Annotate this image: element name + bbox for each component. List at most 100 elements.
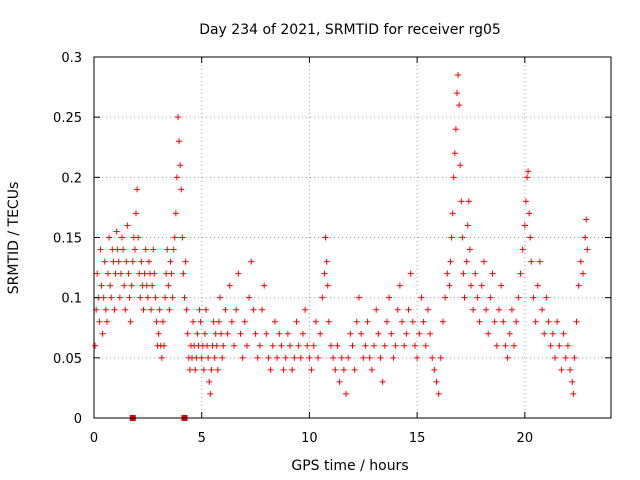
data-point — [528, 258, 535, 265]
data-point — [480, 258, 487, 265]
data-point — [483, 306, 490, 313]
data-point — [280, 366, 287, 373]
data-point — [396, 282, 403, 289]
data-point — [291, 354, 298, 361]
data-point — [117, 270, 124, 277]
data-point — [164, 246, 171, 253]
x-axis-title: GPS time / hours — [291, 458, 408, 474]
data-point — [193, 354, 200, 361]
data-point — [113, 228, 120, 235]
data-point — [502, 342, 509, 349]
data-point — [155, 330, 162, 337]
data-point — [267, 366, 274, 373]
data-point — [250, 306, 257, 313]
data-point — [153, 318, 160, 325]
data-point — [429, 354, 436, 361]
data-point — [237, 330, 244, 337]
data-point — [383, 318, 390, 325]
data-point — [564, 342, 571, 349]
data-point — [458, 198, 465, 205]
data-point — [206, 378, 213, 385]
data-point — [254, 354, 261, 361]
data-point — [204, 342, 211, 349]
data-point — [111, 306, 118, 313]
data-point — [149, 282, 156, 289]
data-point — [269, 342, 276, 349]
data-point — [100, 294, 107, 301]
data-point — [579, 270, 586, 277]
data-point — [276, 330, 283, 337]
data-point — [143, 282, 150, 289]
data-point — [203, 306, 210, 313]
data-point — [530, 294, 537, 301]
data-point — [340, 366, 347, 373]
data-point — [470, 306, 477, 313]
data-point — [310, 342, 317, 349]
data-point — [106, 234, 113, 241]
data-point — [332, 366, 339, 373]
data-point — [194, 330, 201, 337]
data-point — [554, 318, 561, 325]
data-point — [452, 126, 459, 133]
data-point — [175, 114, 182, 121]
data-point — [200, 366, 207, 373]
data-point — [135, 234, 142, 241]
data-point — [122, 306, 129, 313]
data-point — [274, 354, 281, 361]
data-point — [214, 366, 221, 373]
data-point — [201, 330, 208, 337]
data-point — [180, 270, 187, 277]
data-point — [534, 282, 541, 289]
data-point — [110, 258, 117, 265]
data-point — [549, 330, 556, 337]
data-point — [152, 294, 159, 301]
x-tick-label: 15 — [409, 431, 426, 446]
data-point — [226, 282, 233, 289]
data-point — [521, 222, 528, 229]
data-point — [142, 246, 149, 253]
data-point — [478, 282, 485, 289]
data-point — [442, 294, 449, 301]
y-tick-label: 0.1 — [61, 292, 82, 307]
x-tick-label: 0 — [90, 431, 98, 446]
data-point — [358, 330, 365, 337]
data-point — [92, 342, 99, 349]
data-point — [547, 342, 554, 349]
data-point — [210, 318, 217, 325]
data-point — [312, 318, 319, 325]
data-point — [519, 246, 526, 253]
data-point — [228, 318, 235, 325]
data-point — [451, 150, 458, 157]
data-point — [464, 222, 471, 229]
data-point — [323, 258, 330, 265]
data-point — [577, 258, 584, 265]
data-point — [138, 258, 145, 265]
data-point — [457, 162, 464, 169]
y-tick-label: 0.05 — [53, 352, 82, 367]
axis-ticks — [93, 56, 611, 419]
data-point — [161, 342, 168, 349]
data-point — [150, 246, 157, 253]
data-point — [231, 342, 238, 349]
data-point — [140, 306, 147, 313]
data-point — [523, 174, 530, 181]
data-point — [569, 378, 576, 385]
data-point — [224, 330, 231, 337]
data-point — [513, 318, 520, 325]
x-tick-label: 5 — [198, 431, 206, 446]
data-point — [324, 282, 331, 289]
data-point — [453, 90, 460, 97]
data-point — [239, 354, 246, 361]
data-point — [103, 318, 110, 325]
data-point — [265, 354, 272, 361]
data-point — [487, 294, 494, 301]
data-point — [235, 270, 242, 277]
data-point — [422, 342, 429, 349]
data-point — [504, 354, 511, 361]
data-point — [173, 174, 180, 181]
y-tick-label: 0.15 — [53, 232, 82, 247]
data-point — [136, 270, 143, 277]
data-point — [182, 258, 189, 265]
data-point — [435, 390, 442, 397]
